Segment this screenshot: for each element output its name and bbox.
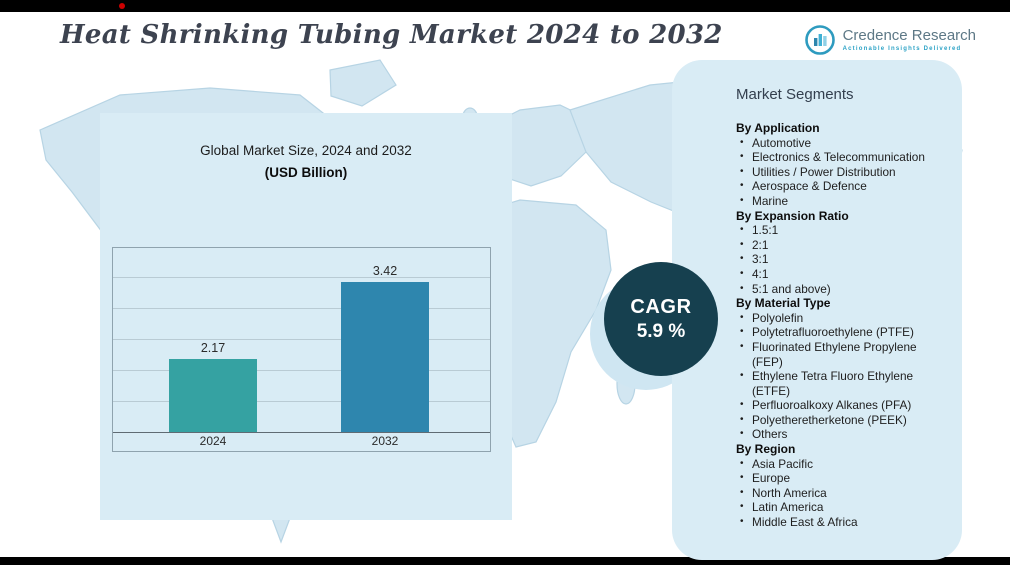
segment-item-label: Latin America [752,500,824,515]
brand-logo: Credence Research Actionable Insights De… [804,24,976,56]
bullet-icon: • [740,399,744,411]
segment-item: • Ethylene Tetra Fluoro Ethylene (ETFE) [736,369,948,398]
bar-category-label: 2024 [199,434,227,448]
chart-panel: Global Market Size, 2024 and 2032 (USD B… [100,113,512,520]
market-segments-panel: Market Segments By Application • Automotiv… [672,60,962,560]
segment-group-heading: By Region [736,442,796,457]
segment-group-heading: By Material Type [736,296,831,311]
segment-groups: By Application • Automotive • Electronics & … [736,121,948,530]
segment-item: • Others [736,427,948,442]
bullet-icon: • [740,340,744,352]
bullet-icon: • [740,267,744,279]
segment-item-label: Polyetheretherketone (PEEK) [752,412,907,427]
cagr-value: 5.9 % [636,320,686,342]
bullet-icon: • [740,253,744,265]
chart-subtitle: (USD Billion) [264,165,348,180]
segment-item: • Electronics & Telecommunication [736,150,948,165]
segment-item-label: Utilities / Power Distribution [752,164,896,179]
segment-item: • Polytetrafluoroethylene (PTFE) [736,325,948,340]
bullet-icon: • [740,501,744,513]
segment-item: • Europe [736,471,948,486]
market-segments-title: Market Segments [736,86,854,103]
chart-bar [169,359,257,432]
segment-item-label: 5:1 and above) [752,281,831,296]
segment-item-label: Polytetrafluoroethylene (PTFE) [752,325,914,340]
segment-item-label: 2:1 [752,237,769,252]
bullet-icon: • [740,472,744,484]
segment-item-label: Fluorinated Ethylene Propylene (FEP) [752,339,917,369]
segment-item: • Polyolefin [736,311,948,326]
segment-item-label: Ethylene Tetra Fluoro Ethylene (ETFE) [752,369,914,398]
map-greenland [329,59,397,107]
segment-item-label: Aerospace & Defence [752,179,867,194]
bar-value-label: 2.17 [200,341,226,355]
segment-group-heading: By Expansion Ratio [736,208,849,223]
segment-item: • Aerospace & Defence [736,179,948,194]
cagr-badge: CAGR 5.9 % [604,262,718,376]
segment-item-label: Europe [752,471,791,486]
brand-logo-text: Credence Research Actionable Insights De… [843,28,976,52]
segment-item-label: 3:1 [752,252,769,267]
top-accent-bar [0,0,1010,12]
bullet-icon: • [740,151,744,163]
bullet-icon: • [740,457,744,469]
bullet-icon: • [740,326,744,338]
segment-item: • Marine [736,194,948,209]
bullet-icon: • [740,224,744,236]
segment-item: • Utilities / Power Distribution [736,165,948,180]
segment-item: • 5:1 and above) [736,282,948,297]
brand-tagline: Actionable Insights Delivered [842,45,962,52]
bar-plot: 2.17 2024 3.42 2032 [112,247,491,452]
bar-value-label: 3.42 [372,264,398,278]
segment-item: • 4:1 [736,267,948,282]
segment-item: • Middle East & Africa [736,515,948,530]
segment-item: • 1.5:1 [736,223,948,238]
segment-item: • Latin America [736,500,948,515]
segment-item: • Polyetheretherketone (PEEK) [736,413,948,428]
segment-item-label: Polyolefin [752,310,804,325]
segment-item-label: Marine [752,193,789,208]
chart-bar [341,282,429,432]
segment-item-label: Perfluoroalkoxy Alkanes (PFA) [752,398,912,413]
segment-item: • Fluorinated Ethylene Propylene (FEP) [736,340,948,369]
segment-item-label: 4:1 [752,266,769,281]
x-axis-line [113,432,490,433]
bullet-icon: • [740,282,744,294]
segment-group-heading: By Application [736,121,820,135]
bullet-icon: • [740,516,744,528]
bullet-icon: • [740,136,744,148]
segment-item-label: Others [752,427,788,442]
segment-item-label: Asia Pacific [752,456,813,471]
segment-item: • 2:1 [736,238,948,253]
bullet-icon: • [740,370,744,382]
brand-name: Credence Research [842,26,976,44]
cagr-label: CAGR [630,295,692,318]
chart-title: Global Market Size, 2024 and 2032 [200,143,412,158]
bullet-icon: • [740,165,744,177]
bullet-icon: • [740,413,744,425]
segment-item: • Automotive [736,136,948,151]
brand-logo-icon [804,25,835,55]
segment-item: • Perfluoroalkoxy Alkanes (PFA) [736,398,948,413]
segment-item: • 3:1 [736,252,948,267]
bullet-icon: • [740,311,744,323]
bar-category-label: 2032 [371,434,399,448]
segment-item: • Asia Pacific [736,457,948,472]
bullet-icon: • [740,180,744,192]
bottom-accent-bar [0,557,1010,565]
bullet-icon: • [740,428,744,440]
bullet-icon: • [740,238,744,250]
bullet-icon: • [740,194,744,206]
segment-item-label: 1.5:1 [752,223,779,238]
page-title: Heat Shrinking Tubing Market 2024 to 203… [60,20,723,50]
segment-item-label: North America [752,485,827,500]
segment-item-label: Electronics & Telecommunication [752,150,925,165]
segment-item-label: Middle East & Africa [752,515,858,530]
red-dot-marker [119,3,125,9]
segment-item: • North America [736,486,948,501]
segment-item-label: Automotive [752,135,812,150]
bullet-icon: • [740,486,744,498]
